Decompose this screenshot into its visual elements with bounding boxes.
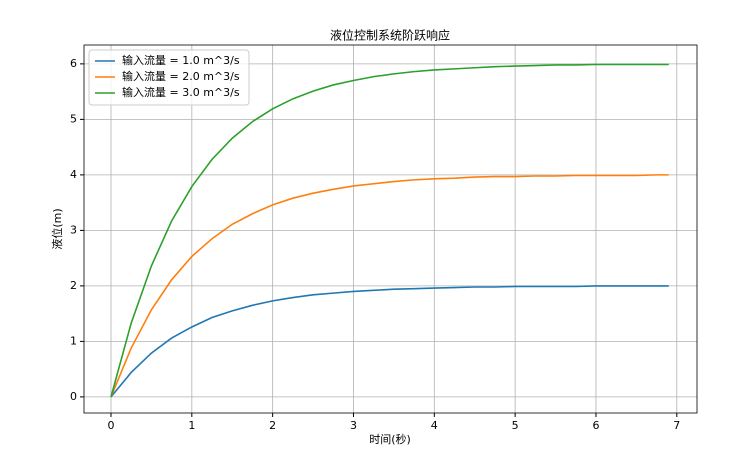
plot-frame	[83, 44, 698, 414]
y-tick-label: 3	[70, 223, 77, 236]
x-tick-label: 2	[269, 419, 276, 432]
y-tick-label: 6	[70, 57, 77, 70]
y-tick-label: 5	[70, 112, 77, 125]
line-series	[110, 285, 669, 398]
x-tick-label: 1	[188, 419, 195, 432]
x-tick-label: 0	[107, 419, 114, 432]
x-tick-label: 5	[512, 419, 519, 432]
x-axis-label: 时间(秒)	[369, 432, 411, 446]
x-tick-label: 6	[592, 419, 599, 432]
y-tick-label: 4	[70, 168, 77, 181]
legend-label: 输入流量 = 3.0 m^3/s	[122, 85, 240, 99]
legend-label: 输入流量 = 1.0 m^3/s	[122, 53, 240, 67]
y-tick-label: 0	[70, 390, 77, 403]
line-series	[110, 174, 669, 398]
x-tick-label: 4	[431, 419, 438, 432]
x-tick-label: 7	[673, 419, 680, 432]
chart-title: 液位控制系统阶跃响应	[330, 28, 450, 43]
y-axis-label: 液位(m)	[50, 208, 64, 249]
x-tick-label: 3	[350, 419, 357, 432]
line-series	[110, 63, 669, 398]
legend-label: 输入流量 = 2.0 m^3/s	[122, 69, 240, 83]
y-tick-label: 2	[70, 279, 77, 292]
y-tick-label: 1	[70, 334, 77, 347]
legend-box	[88, 49, 250, 106]
